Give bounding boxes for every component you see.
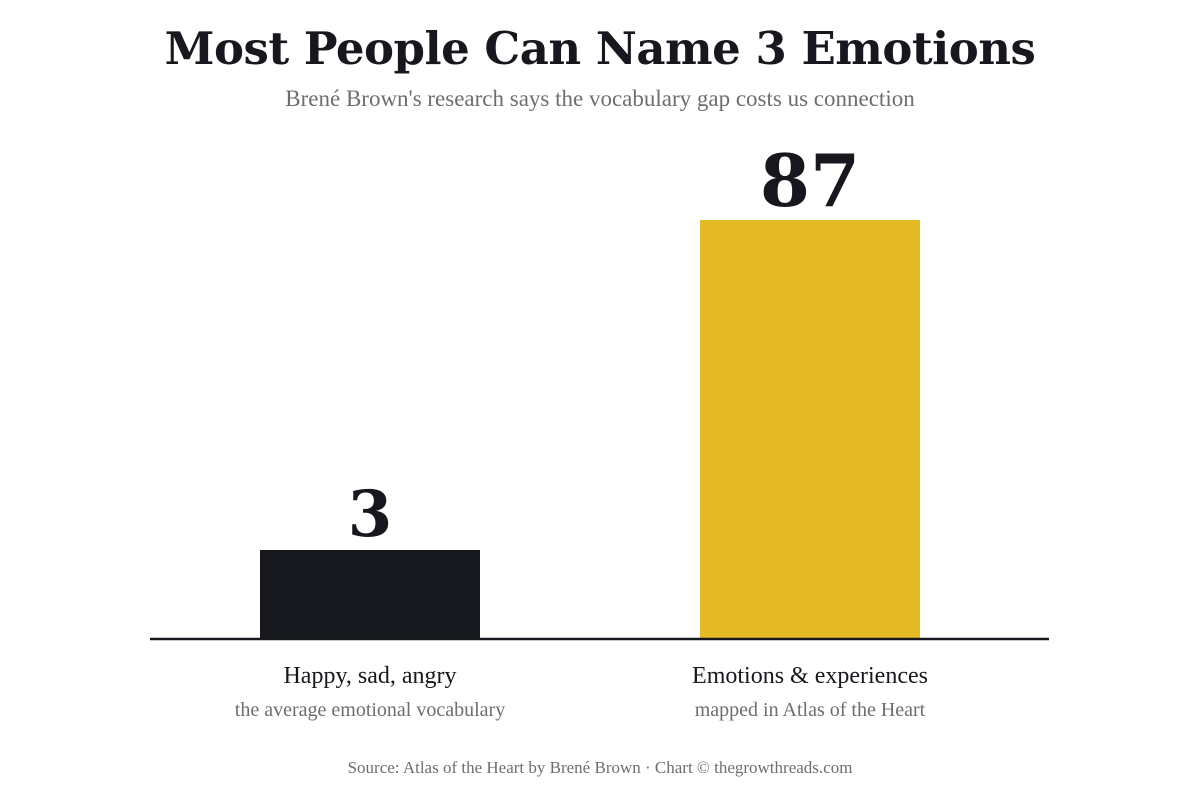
category-sublabel-0: the average emotional vocabulary: [235, 699, 505, 721]
category-labels-group: Happy, sad, angry the average emotional v…: [235, 663, 928, 721]
value-label-1: 87: [760, 138, 860, 223]
source-note: Source: Atlas of the Heart by Brené Brow…: [347, 758, 853, 777]
category-sublabel-1: mapped in Atlas of the Heart: [695, 699, 926, 721]
bar-1: [700, 220, 920, 639]
value-label-0: 3: [348, 477, 393, 552]
value-labels-group: 3 87: [348, 138, 860, 552]
bars-group: [260, 220, 920, 639]
chart-subtitle: Brené Brown's research says the vocabula…: [285, 86, 915, 111]
category-label-1: Emotions & experiences: [692, 663, 928, 689]
chart-title: Most People Can Name 3 Emotions: [164, 22, 1036, 75]
bar-0: [260, 550, 480, 639]
category-label-0: Happy, sad, angry: [283, 663, 456, 689]
